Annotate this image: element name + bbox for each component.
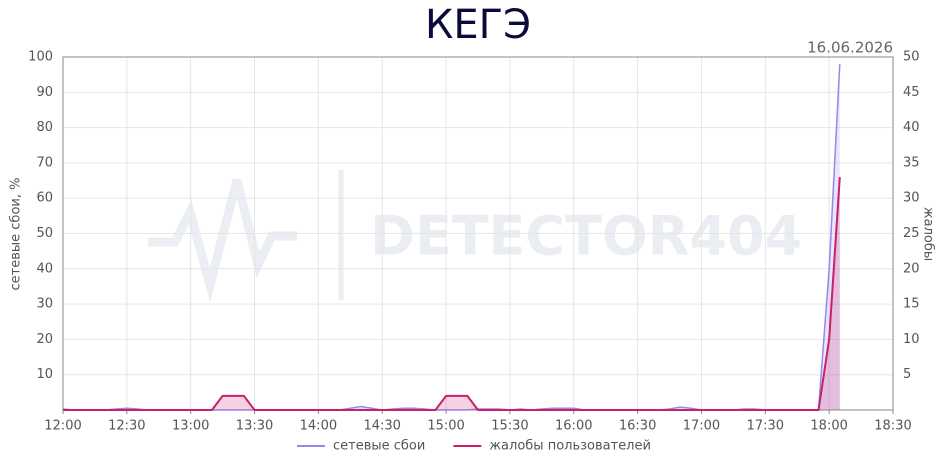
y2-tick-label: 20 (903, 261, 920, 276)
x-tick-label: 18:30 (874, 419, 911, 434)
y-tick-label: 10 (36, 367, 53, 382)
y-tick-label: 90 (36, 85, 53, 100)
chart-title: КЕГЭ (425, 2, 531, 48)
x-tick-label: 18:00 (810, 419, 847, 434)
y2-tick-label: 5 (903, 367, 911, 382)
y-tick-label: 30 (36, 297, 53, 312)
watermark-text: DETECTOR404 (370, 205, 802, 268)
y2-axis-label: жалобы (921, 207, 936, 261)
y2-tick-label: 45 (903, 85, 920, 100)
x-tick-label: 15:00 (427, 419, 464, 434)
x-tick-label: 13:00 (172, 419, 209, 434)
y-tick-label: 50 (36, 226, 53, 241)
x-tick-label: 14:30 (363, 419, 400, 434)
x-tick-label: 12:00 (44, 419, 81, 434)
x-tick-label: 12:30 (108, 419, 145, 434)
y2-tick-label: 15 (903, 297, 920, 312)
x-tick-label: 13:30 (236, 419, 273, 434)
y-tick-label: 40 (36, 261, 53, 276)
y-tick-label: 100 (28, 50, 53, 65)
x-tick-label: 17:30 (747, 419, 784, 434)
y-axis-label: сетевые сбои, % (9, 178, 24, 291)
y2-tick-label: 35 (903, 155, 920, 170)
y2-tick-label: 50 (903, 50, 920, 65)
legend-label: сетевые сбои (333, 439, 425, 454)
watermark: DETECTOR404 (148, 170, 802, 303)
x-tick-label: 16:00 (555, 419, 592, 434)
y2-tick-label: 40 (903, 120, 920, 135)
y-tick-label: 60 (36, 191, 53, 206)
x-tick-label: 17:00 (683, 419, 720, 434)
y-tick-label: 70 (36, 155, 53, 170)
date-label: 16.06.2026 (807, 39, 893, 57)
y2-tick-label: 10 (903, 332, 920, 347)
series-line (63, 176, 841, 411)
y-tick-label: 80 (36, 120, 53, 135)
y2-tick-label: 25 (903, 226, 920, 241)
x-tick-label: 16:30 (619, 419, 656, 434)
y2-tick-label: 30 (903, 191, 920, 206)
x-tick-label: 15:30 (491, 419, 528, 434)
y-tick-label: 20 (36, 332, 53, 347)
x-tick-label: 14:00 (300, 419, 337, 434)
legend-label: жалобы пользователей (489, 439, 651, 454)
